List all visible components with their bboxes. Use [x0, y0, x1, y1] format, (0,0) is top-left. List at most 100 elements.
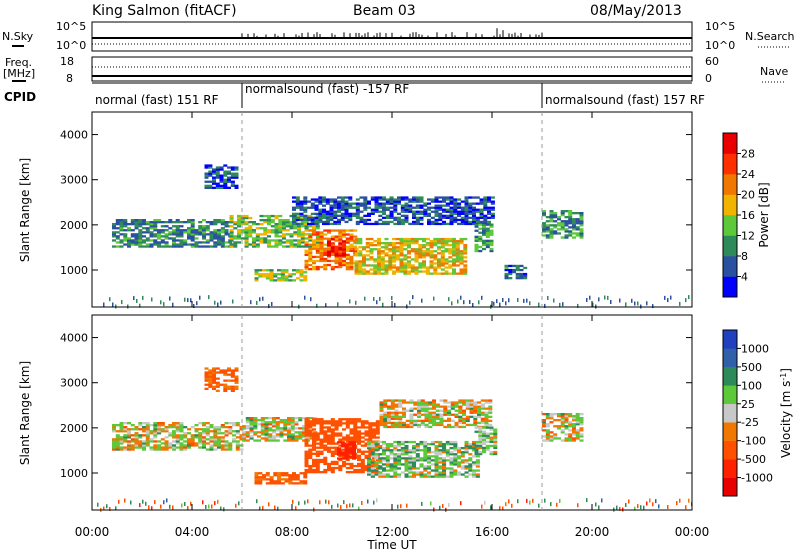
echo-cell [244, 216, 249, 220]
echo-cell [349, 462, 354, 466]
echo-cell [564, 210, 569, 213]
echo-cell [168, 227, 173, 230]
ground-scatter-cell [205, 505, 207, 509]
ground-scatter-cell [373, 500, 375, 505]
echo-cell [319, 259, 324, 263]
echo-cell [379, 421, 384, 425]
echo-cell [213, 223, 218, 226]
echo-cell [432, 415, 436, 418]
echo-cell [153, 432, 158, 435]
echo-cell [468, 467, 473, 470]
echo-cell [260, 421, 265, 424]
echo-cell [482, 241, 487, 245]
echo-cell [282, 233, 286, 236]
echo-cell [115, 440, 120, 443]
echo-cell [134, 219, 139, 222]
echo-cell [153, 223, 158, 226]
echo-cell [283, 423, 288, 426]
echo-cell [239, 448, 244, 451]
echo-cell [298, 417, 303, 420]
echo-cell [112, 239, 116, 242]
echo-cell [224, 245, 229, 248]
echo-cell [315, 233, 320, 236]
echo-cell [394, 411, 399, 414]
echo-cell [172, 424, 176, 427]
echo-cell [292, 218, 296, 222]
echo-cell [213, 241, 218, 244]
echo-cell [322, 220, 326, 224]
echo-cell [149, 221, 154, 224]
echo-cell [434, 214, 439, 217]
echo-cell [560, 417, 565, 420]
echo-cell [160, 438, 165, 441]
echo-cell [119, 245, 124, 248]
echo-cell [232, 422, 237, 425]
echo-cell [205, 438, 210, 441]
echo-cell [275, 417, 280, 420]
echo-cell [442, 469, 447, 472]
echo-cell [318, 200, 323, 203]
echo-cell [395, 268, 400, 271]
echo-cell [478, 440, 483, 443]
echo-cell [229, 233, 234, 236]
echo-cell [160, 231, 165, 234]
echo-cell [375, 420, 380, 423]
echo-cell [217, 442, 221, 445]
echo-cell [458, 411, 463, 414]
echo-cell [432, 423, 436, 427]
echo-cell [340, 453, 345, 456]
echo-cell [369, 242, 374, 245]
echo-cell [284, 279, 289, 282]
echo-cell [292, 273, 296, 276]
echo-cell [315, 462, 320, 466]
echo-cell [484, 423, 489, 427]
echo-cell [217, 237, 221, 240]
echo-cell [404, 459, 409, 462]
nave-label: Nave [760, 65, 788, 78]
echo-cell [202, 235, 206, 238]
echo-cell [434, 449, 439, 452]
echo-cell [357, 438, 362, 441]
colorbar-tick-label: 16 [741, 209, 755, 222]
echo-cell [285, 219, 290, 222]
echo-cell [187, 231, 192, 234]
echo-cell [368, 448, 373, 451]
echo-cell [363, 198, 368, 201]
echo-cell [349, 466, 354, 470]
echo-cell [377, 258, 381, 261]
echo-cell [357, 432, 362, 435]
echo-cell [232, 434, 237, 437]
echo-cell [304, 444, 309, 447]
echo-cell [315, 227, 320, 230]
echo-cell [267, 231, 271, 234]
echo-cell [278, 225, 283, 228]
echo-cell [404, 196, 409, 199]
echo-cell [329, 214, 334, 217]
ground-scatter-cell [577, 303, 579, 308]
y-tick-label: 3000 [60, 174, 88, 187]
echo-cell [398, 399, 403, 402]
echo-cell [172, 422, 176, 425]
echo-cell [453, 216, 458, 219]
echo-cell [433, 240, 438, 243]
echo-cell [304, 241, 309, 244]
echo-cell [227, 387, 231, 390]
echo-cell [315, 243, 320, 246]
echo-cell [472, 449, 476, 452]
ground-scatter-cell [589, 295, 591, 300]
echo-cell [468, 459, 473, 462]
echo-cell [205, 426, 210, 429]
echo-cell [337, 200, 341, 203]
echo-cell [172, 221, 176, 224]
echo-cell [175, 229, 180, 232]
echo-cell [227, 379, 231, 382]
echo-cell [314, 212, 319, 215]
echo-cell [204, 166, 209, 169]
echo-cell [224, 233, 229, 236]
echo-cell [342, 422, 346, 425]
ground-scatter-cell [400, 504, 402, 509]
echo-cell [224, 446, 229, 449]
echo-cell [334, 252, 339, 255]
echo-cell [465, 415, 470, 418]
echo-cell [575, 417, 580, 420]
